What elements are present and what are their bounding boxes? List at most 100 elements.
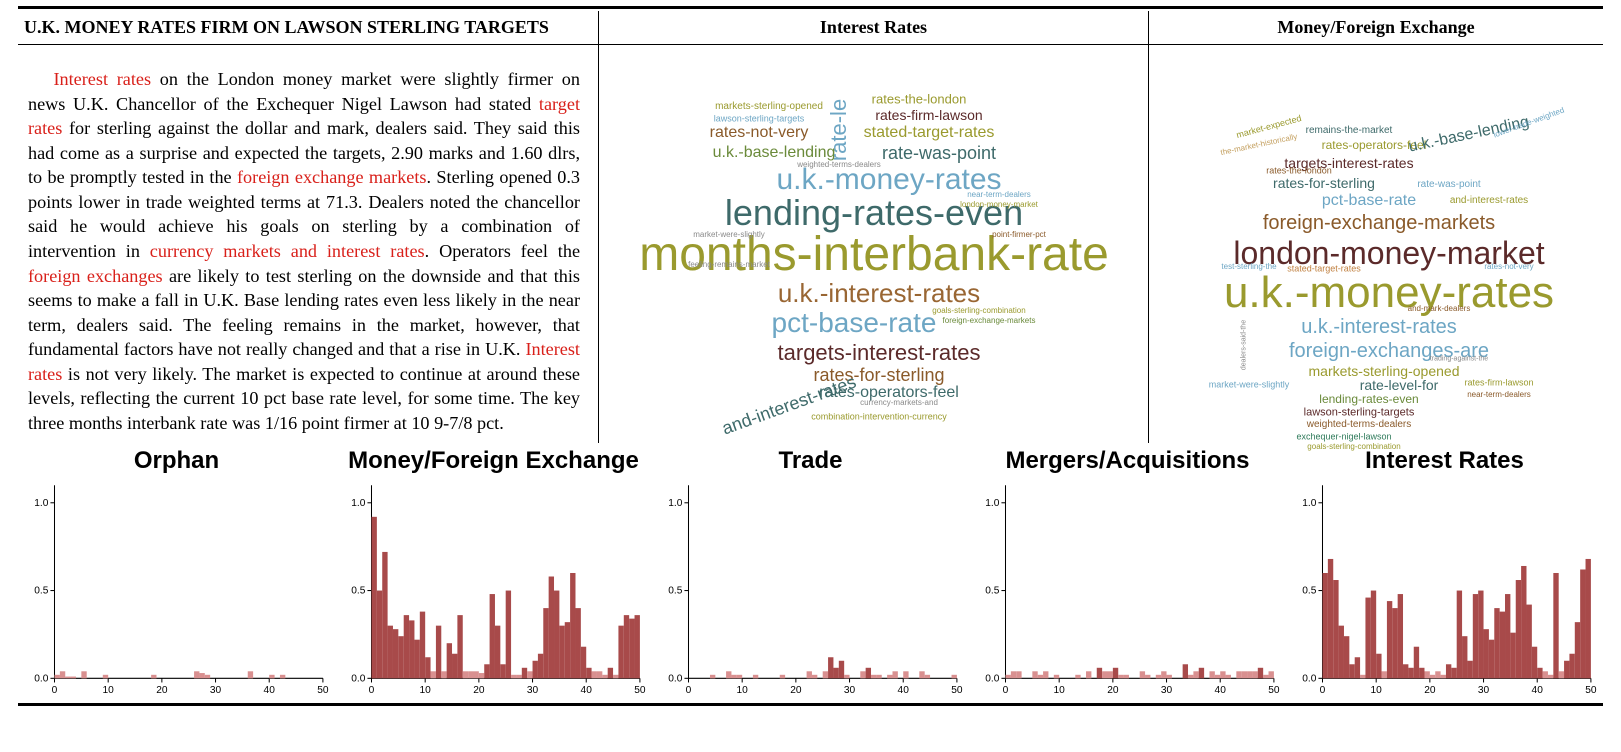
svg-text:10: 10 [1054, 685, 1066, 696]
svg-text:20: 20 [790, 685, 802, 696]
chart-orphan: 0.00.51.001020304050 [18, 477, 335, 697]
svg-text:0.5: 0.5 [34, 586, 48, 597]
svg-text:20: 20 [1424, 685, 1436, 696]
article-highlight: currency markets and interest rates [150, 241, 425, 261]
chart-interest-rates: 0.00.51.001020304050 [1286, 477, 1603, 697]
svg-text:30: 30 [1161, 685, 1173, 696]
wordcloud-word: near-term-dealers [967, 191, 1031, 199]
header-article-title-cell: U.K. MONEY RATES FIRM ON LAWSON STERLING… [18, 11, 598, 45]
wordcloud-word: lawson-sterling-targets [1304, 408, 1415, 419]
wordcloud-word: currency-markets-and [860, 399, 938, 407]
wordcloud-word: u.k.-base-lending [1407, 114, 1530, 155]
wordcloud-word: and-interest-rates [720, 372, 859, 437]
svg-text:0: 0 [52, 685, 58, 696]
chart-label-orphan: Orphan [18, 443, 335, 477]
svg-text:20: 20 [1107, 685, 1119, 696]
article-highlight: Interest rates [53, 69, 151, 89]
svg-text:0: 0 [369, 685, 375, 696]
svg-text:10: 10 [103, 685, 115, 696]
svg-text:20: 20 [473, 685, 485, 696]
wordcloud-word: london-money-market [960, 201, 1038, 209]
wordcloud-word: combination-intervention-currency [811, 413, 947, 422]
svg-text:0.0: 0.0 [985, 674, 999, 685]
wordcloud-word: rates-the-london [1266, 167, 1332, 176]
chart-trade: 0.00.51.001020304050 [652, 477, 969, 697]
wordcloud-word: rates-firm-lawson [1464, 379, 1533, 388]
wordcloud-word: targets-interest-rates [778, 342, 981, 364]
wordcloud-word: the-market-historically [1220, 133, 1298, 157]
header-col2-cell: Interest Rates [598, 11, 1148, 45]
wordcloud-word: markets-sterling-opened [1309, 364, 1460, 378]
svg-text:30: 30 [527, 685, 539, 696]
wordcloud-word: market-were-slightly [1209, 381, 1290, 390]
svg-text:40: 40 [1532, 685, 1544, 696]
wordcloud-word: rate-was-point [882, 144, 996, 162]
wordcloud-word: market-were-slightly [693, 231, 765, 239]
main-row: Interest rates on the London money marke… [18, 45, 1603, 443]
wordcloud-word: remains-the-market [1306, 126, 1393, 136]
svg-text:0.0: 0.0 [351, 674, 365, 685]
wordcloud-word: stated-target-rates [1287, 265, 1361, 274]
wordcloud-word: weighted-terms-dealers [1307, 420, 1412, 430]
bottom-rule [18, 703, 1603, 706]
svg-text:1.0: 1.0 [351, 498, 365, 509]
wordcloud-word: lending-rates-even [1319, 393, 1418, 405]
svg-text:0.5: 0.5 [351, 586, 365, 597]
header-col2-label: Interest Rates [820, 17, 927, 38]
chart-mergers: 0.00.51.001020304050 [969, 477, 1286, 697]
svg-text:0.0: 0.0 [668, 674, 682, 685]
wordcloud-word: test-sterling-the [1221, 263, 1276, 271]
wordcloud-word: rates-the-london [872, 93, 967, 106]
svg-text:30: 30 [844, 685, 856, 696]
article-body: Interest rates on the London money marke… [18, 45, 598, 443]
wordcloud-word: foreign-exchange-markets [943, 317, 1036, 325]
wordcloud-word: pct-base-rate [1322, 193, 1416, 209]
header-row: U.K. MONEY RATES FIRM ON LAWSON STERLING… [18, 11, 1603, 45]
svg-text:30: 30 [1478, 685, 1490, 696]
svg-text:50: 50 [634, 685, 646, 696]
wordcloud-word: rate-was-point [1417, 180, 1480, 190]
svg-text:50: 50 [1585, 685, 1597, 696]
wordcloud-word: rate-level-for [1360, 378, 1439, 392]
svg-text:0: 0 [1320, 685, 1326, 696]
svg-text:30: 30 [210, 685, 222, 696]
svg-text:1.0: 1.0 [1302, 498, 1316, 509]
chart-money-fx: 0.00.51.001020304050 [335, 477, 652, 697]
wordcloud-word: u.k.-interest-rates [778, 280, 980, 306]
svg-text:10: 10 [1371, 685, 1383, 696]
svg-text:0.5: 0.5 [985, 586, 999, 597]
wordcloud-word: rates-not-very [710, 125, 809, 141]
chart-label-mergers: Mergers/Acquisitions [969, 443, 1286, 477]
top-rule [18, 6, 1603, 9]
charts-row: 0.00.51.001020304050 0.00.51.00102030405… [18, 477, 1603, 697]
svg-text:50: 50 [317, 685, 329, 696]
svg-text:0.5: 0.5 [668, 586, 682, 597]
article-highlight: foreign exchanges [28, 266, 163, 286]
header-col3-label: Money/Foreign Exchange [1277, 17, 1474, 38]
wordcloud-word: goals-sterling-combination [932, 307, 1025, 315]
wordcloud-word: weighted-terms-dealers [797, 161, 881, 169]
svg-text:50: 50 [951, 685, 963, 696]
wordcloud-interest-rates: months-interbank-ratelending-rates-evenu… [598, 45, 1148, 443]
wordcloud-word: lawson-sterling-targets [714, 115, 805, 124]
wordcloud-word: u.k.-interest-rates [1301, 317, 1457, 337]
wordcloud-word: and-mark-dealers [1408, 305, 1471, 313]
svg-text:1.0: 1.0 [985, 498, 999, 509]
wordcloud-word: exchequer-nigel-lawson [1296, 433, 1391, 442]
wordcloud-word: goals-sterling-combination [1307, 443, 1400, 451]
svg-text:10: 10 [420, 685, 432, 696]
chart-label-trade: Trade [652, 443, 969, 477]
wordcloud-word: point-firmer-pct [992, 231, 1046, 239]
chart-label-money-fx: Money/Foreign Exchange [335, 443, 652, 477]
wordcloud-word: markets-sterling-opened [715, 102, 823, 112]
svg-text:0.0: 0.0 [34, 674, 48, 685]
article-text: . Operators feel the [425, 241, 580, 261]
article-text: is not very likely. The market is expect… [28, 364, 580, 433]
figure-page: U.K. MONEY RATES FIRM ON LAWSON STERLING… [0, 0, 1621, 722]
wordcloud-word: rate-le [828, 99, 850, 161]
wordcloud-money-fx: u.k.-money-rateslondon-money-marketforei… [1148, 45, 1603, 443]
wordcloud-word: u.k.-base-lending [713, 145, 836, 161]
wordcloud-word: rates-for-sterling [1273, 176, 1375, 190]
wordcloud-word: rates-firm-lawson [875, 108, 982, 122]
svg-text:0.5: 0.5 [1302, 586, 1316, 597]
